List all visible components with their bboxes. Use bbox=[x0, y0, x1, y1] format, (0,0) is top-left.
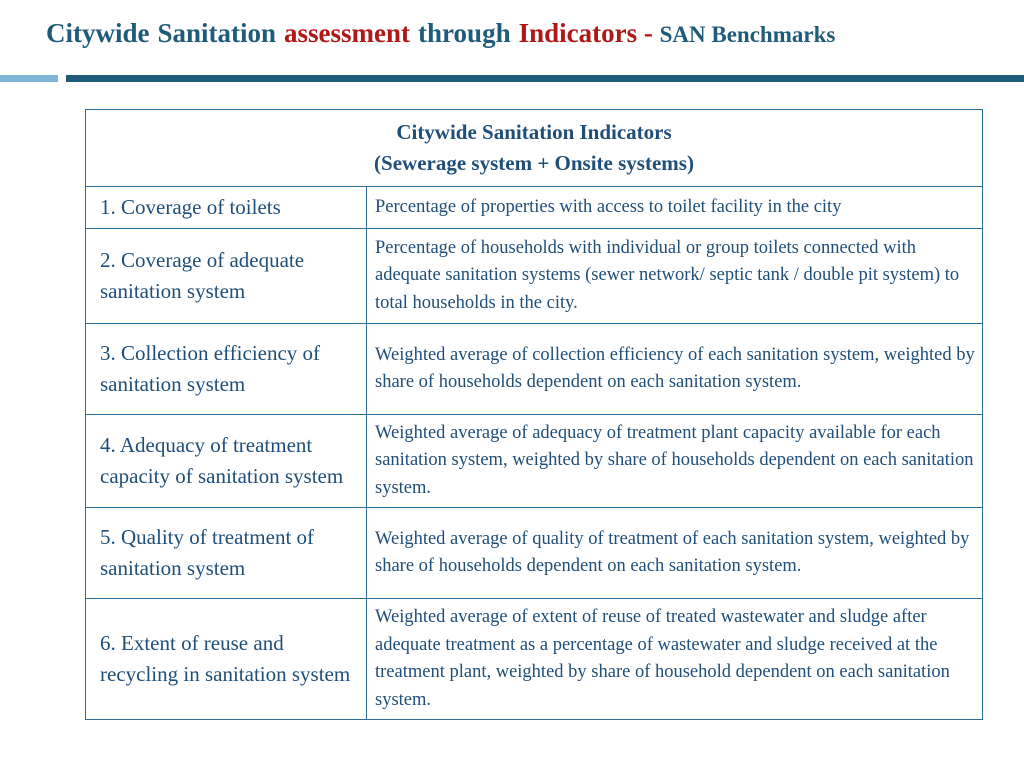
title-word-through: through bbox=[418, 18, 511, 48]
title-divider bbox=[0, 72, 1024, 86]
table-header-title: Citywide Sanitation Indicators bbox=[396, 120, 672, 144]
title-word-sanitation: Sanitation bbox=[157, 18, 277, 48]
title-word-indicators: Indicators bbox=[518, 18, 638, 48]
table-row: 5. Quality of treatment of sanitation sy… bbox=[85, 507, 983, 599]
slide-title: Citywide Sanitation assessment through Indic… bbox=[46, 18, 835, 49]
title-word-citywide: Citywide bbox=[46, 18, 150, 48]
indicator-name: 4. Adequacy of treatment capacity of san… bbox=[85, 414, 367, 508]
table-header-subtitle: (Sewerage system + Onsite systems) bbox=[374, 151, 694, 175]
title-dash: - bbox=[643, 18, 653, 48]
divider-accent-light bbox=[0, 75, 58, 82]
table-header-row: Citywide Sanitation Indicators (Sewerage… bbox=[85, 109, 983, 187]
title-subtitle: SAN Benchmarks bbox=[659, 22, 836, 47]
table-row: 3. Collection efficiency of sanitation s… bbox=[85, 323, 983, 415]
indicator-description: Weighted average of collection efficienc… bbox=[366, 323, 983, 415]
indicator-name: 6. Extent of reuse and recycling in sani… bbox=[85, 598, 367, 720]
indicator-description: Percentage of households with individual… bbox=[366, 228, 983, 324]
indicator-description: Weighted average of adequacy of treatmen… bbox=[366, 414, 983, 508]
table-row: 2. Coverage of adequate sanitation syste… bbox=[85, 228, 983, 324]
indicator-name: 3. Collection efficiency of sanitation s… bbox=[85, 323, 367, 415]
indicator-name: 5. Quality of treatment of sanitation sy… bbox=[85, 507, 367, 599]
indicator-description: Weighted average of extent of reuse of t… bbox=[366, 598, 983, 720]
indicator-name: 1. Coverage of toilets bbox=[85, 186, 367, 229]
indicators-table: Citywide Sanitation Indicators (Sewerage… bbox=[85, 109, 983, 720]
table-header: Citywide Sanitation Indicators (Sewerage… bbox=[85, 109, 983, 187]
divider-accent-dark bbox=[66, 75, 1024, 82]
indicator-description: Weighted average of quality of treatment… bbox=[366, 507, 983, 599]
title-word-assessment: assessment bbox=[284, 18, 411, 48]
indicator-description: Percentage of properties with access to … bbox=[366, 186, 983, 229]
indicator-name: 2. Coverage of adequate sanitation syste… bbox=[85, 228, 367, 324]
table-row: 1. Coverage of toilets Percentage of pro… bbox=[85, 186, 983, 229]
table-row: 4. Adequacy of treatment capacity of san… bbox=[85, 414, 983, 508]
table-row: 6. Extent of reuse and recycling in sani… bbox=[85, 598, 983, 720]
